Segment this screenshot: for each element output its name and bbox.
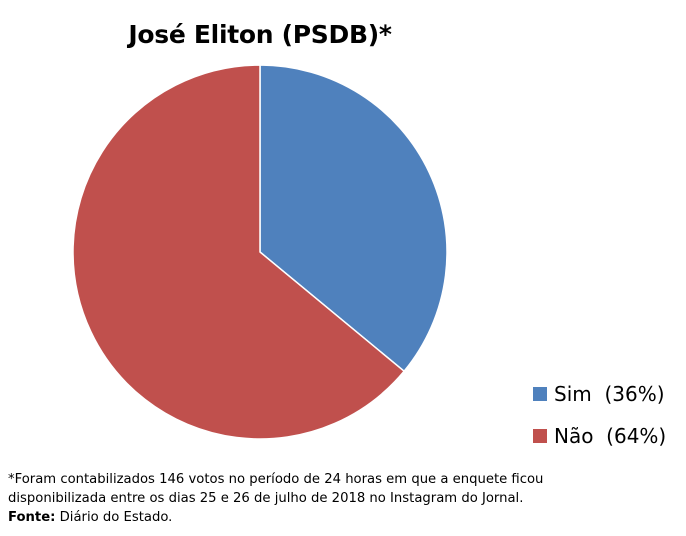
legend-item-sim: Sim (36%): [533, 380, 666, 408]
legend-swatch-sim: [533, 387, 547, 401]
legend: Sim (36%) Não (64%): [533, 380, 666, 464]
legend-label-sim: Sim (36%): [554, 382, 665, 406]
source-text: Diário do Estado.: [55, 510, 173, 525]
footnote-source: Fonte: Diário do Estado.: [8, 508, 678, 527]
chart-title: José Eliton (PSDB)*: [128, 20, 392, 49]
pie-slice-sim: [259, 64, 448, 372]
legend-swatch-nao: [533, 429, 547, 443]
footnote-line-1: *Foram contabilizados 146 votos no perío…: [8, 472, 544, 487]
footnote: *Foram contabilizados 146 votos no perío…: [8, 470, 678, 527]
legend-item-nao: Não (64%): [533, 422, 666, 450]
source-label: Fonte:: [8, 510, 56, 525]
legend-label-nao: Não (64%): [554, 424, 667, 448]
pie-slice-nao: [72, 64, 405, 440]
footnote-line-2: disponibilizada entre os dias 25 e 26 de…: [8, 491, 524, 506]
